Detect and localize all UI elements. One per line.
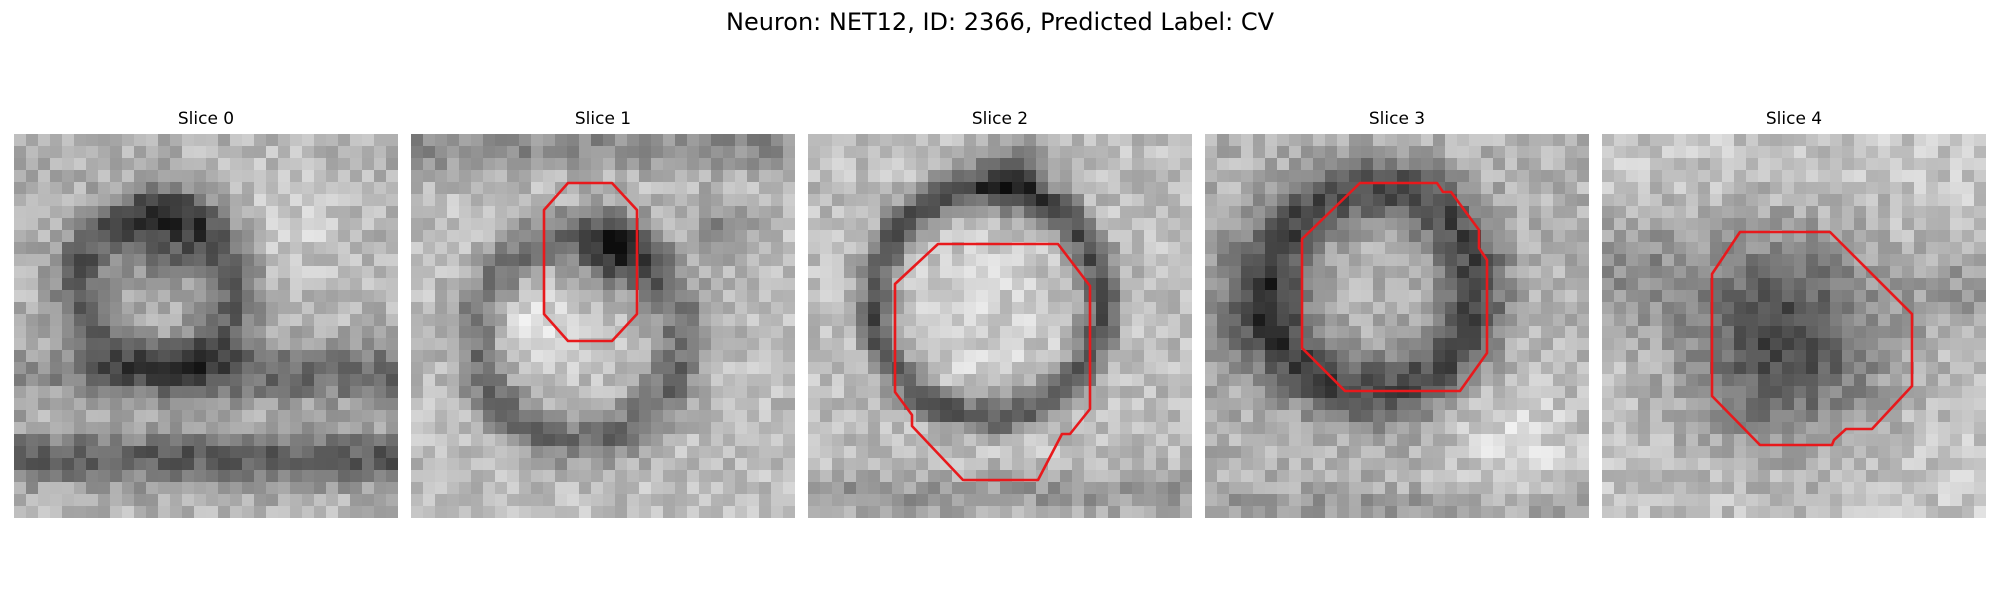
segmentation-contour-4 bbox=[1710, 230, 1914, 447]
slice-title-0: Slice 0 bbox=[177, 109, 235, 129]
slice-panel-2: Slice 2 bbox=[808, 108, 1192, 518]
slice-image-1 bbox=[411, 134, 795, 518]
slice-image-0 bbox=[14, 134, 398, 518]
slice-title-2: Slice 2 bbox=[971, 109, 1029, 129]
slice-image-2 bbox=[808, 134, 1192, 518]
slice-panel-3: Slice 3 bbox=[1205, 108, 1589, 518]
slice-panel-4: Slice 4 bbox=[1602, 108, 1986, 518]
segmentation-contour-1 bbox=[542, 181, 639, 343]
slice-title-1: Slice 1 bbox=[574, 109, 632, 129]
slice-title-3: Slice 3 bbox=[1368, 109, 1426, 129]
segmentation-contour-2 bbox=[893, 242, 1092, 482]
segmentation-contour-3 bbox=[1300, 181, 1489, 393]
slice-image-4 bbox=[1602, 134, 1986, 518]
figure-title: Neuron: NET12, ID: 2366, Predicted Label… bbox=[726, 8, 1274, 36]
slice-panel-0: Slice 0 bbox=[14, 108, 398, 518]
slice-panel-1: Slice 1 bbox=[411, 108, 795, 518]
slice-image-3 bbox=[1205, 134, 1589, 518]
slice-title-4: Slice 4 bbox=[1765, 109, 1823, 129]
